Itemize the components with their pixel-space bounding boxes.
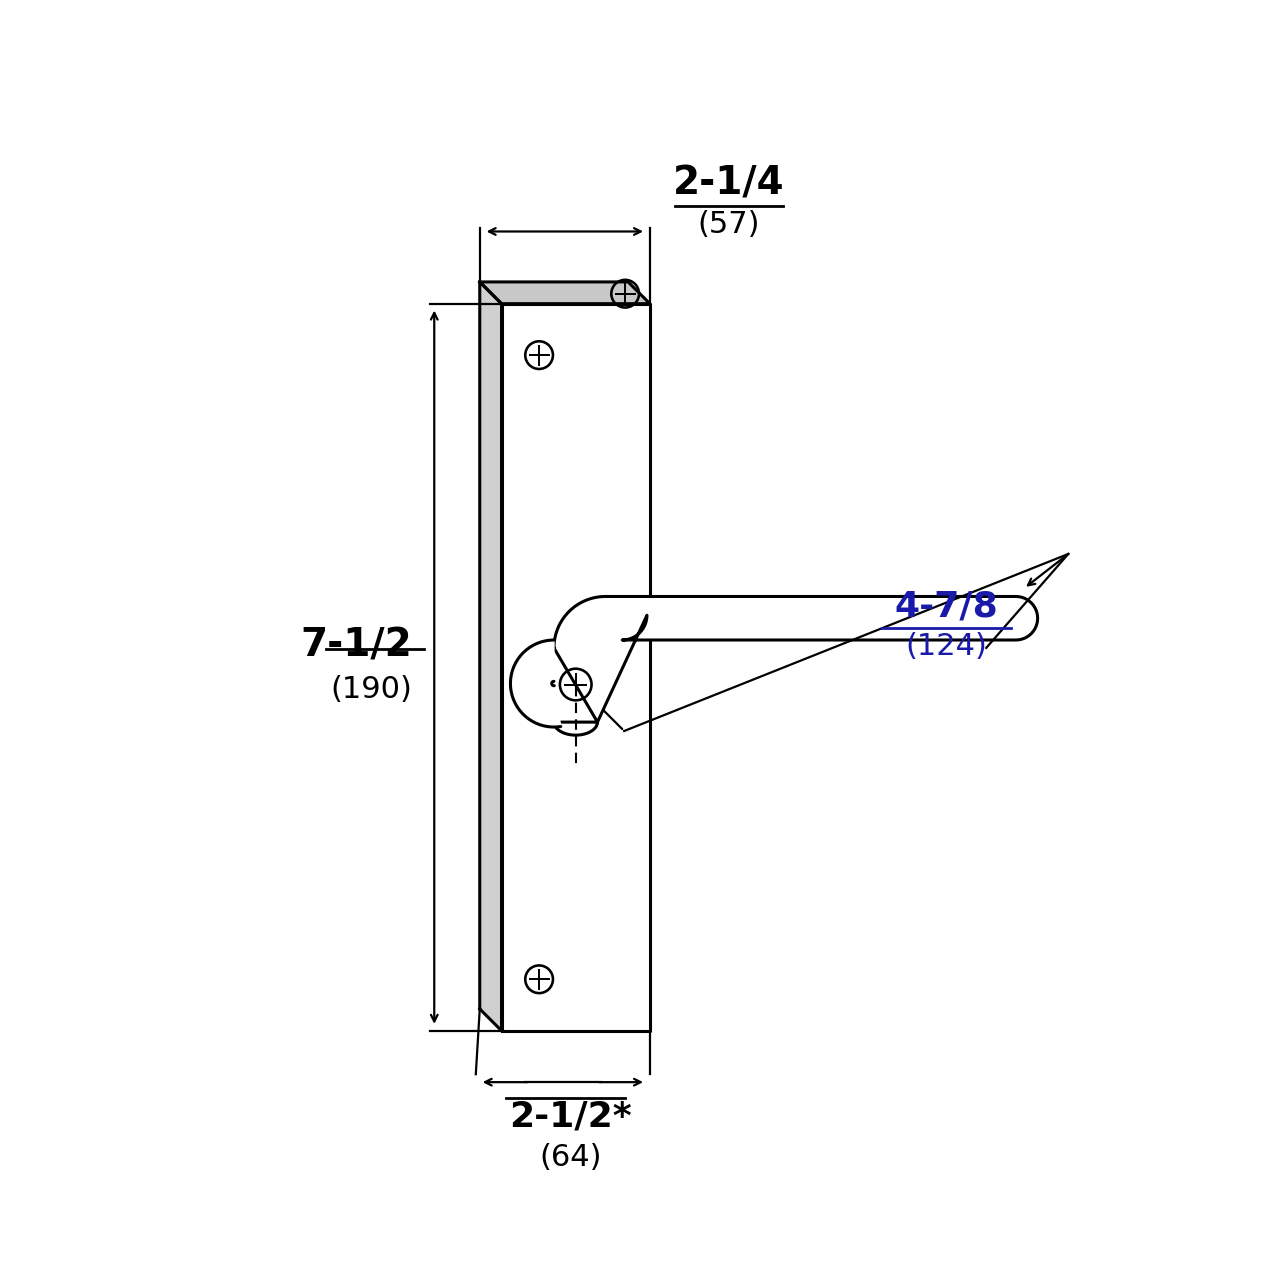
Text: 2-1/4: 2-1/4 [673,165,785,202]
Text: (190): (190) [330,675,412,704]
Polygon shape [511,640,561,727]
Polygon shape [502,303,650,1030]
Polygon shape [480,282,650,303]
Text: (124): (124) [906,632,988,660]
Text: 2-1/2*: 2-1/2* [509,1100,632,1134]
Text: 7-1/2: 7-1/2 [301,626,412,664]
Polygon shape [480,282,502,1030]
Text: 4-7/8: 4-7/8 [895,589,998,623]
Text: (64): (64) [539,1143,602,1172]
Polygon shape [554,596,1038,735]
Text: (57): (57) [698,210,760,239]
